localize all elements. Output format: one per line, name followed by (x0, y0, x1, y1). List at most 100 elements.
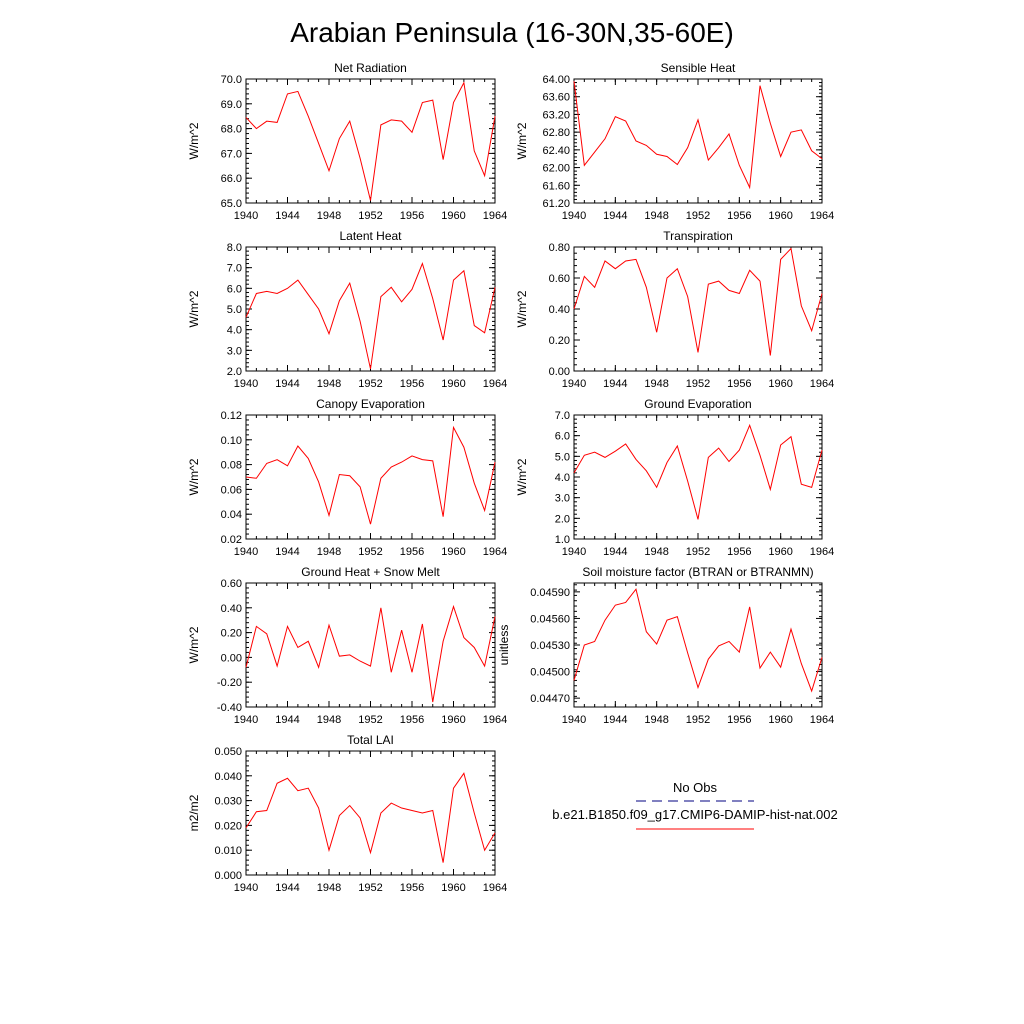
y-tick-label: 62.00 (542, 163, 570, 175)
y-tick-label: 0.04470 (530, 693, 570, 705)
chart-panel: 1940 1944 1948 1952 1956 1960 1964 0.02 0.04 0.06… (187, 397, 507, 558)
y-tick-label: 69.0 (221, 99, 242, 111)
x-tick-label: 1956 (400, 210, 424, 222)
y-axis-label: unitless (497, 625, 511, 666)
x-tick-label: 1964 (810, 546, 834, 558)
x-tick-label: 1948 (317, 882, 341, 894)
y-tick-label: -0.40 (217, 702, 242, 714)
chart-panel: 1940 1944 1948 1952 1956 1960 1964 -0.40 -0.20 0.… (187, 565, 507, 726)
y-tick-label: 5.0 (227, 304, 242, 316)
x-tick-label: 1940 (562, 546, 586, 558)
panel-title: Soil moisture factor (BTRAN or BTRANMN) (582, 565, 813, 579)
y-axis-label: W/m^2 (515, 122, 529, 159)
y-tick-label: 63.20 (542, 109, 570, 121)
x-tick-label: 1952 (686, 210, 710, 222)
legend-model-label: b.e21.B1850.f09_g17.CMIP6-DAMIP-hist-nat… (552, 807, 837, 822)
series-line (245, 604, 496, 703)
y-tick-label: 0.10 (221, 435, 242, 447)
y-tick-label: 0.60 (221, 578, 242, 590)
y-axis-label: W/m^2 (187, 626, 201, 663)
y-tick-label: 8.0 (227, 242, 242, 254)
x-tick-label: 1944 (603, 210, 627, 222)
y-tick-label: 61.20 (542, 198, 570, 210)
x-tick-label: 1944 (275, 882, 299, 894)
x-tick-label: 1944 (275, 210, 299, 222)
y-tick-label: 7.0 (227, 263, 242, 275)
panel-title: Net Radiation (334, 61, 407, 75)
y-axis-label: W/m^2 (187, 290, 201, 327)
panel-title: Total LAI (347, 733, 394, 747)
x-tick-label: 1964 (483, 714, 507, 726)
x-tick-label: 1956 (400, 378, 424, 390)
x-tick-label: 1952 (686, 378, 710, 390)
y-axis-label: W/m^2 (515, 458, 529, 495)
y-tick-label: 7.0 (555, 410, 570, 422)
y-tick-label: 64.00 (542, 74, 570, 86)
x-tick-label: 1940 (234, 546, 258, 558)
y-tick-label: 61.60 (542, 180, 570, 192)
y-tick-label: 0.010 (214, 845, 242, 857)
y-tick-label: 0.040 (214, 771, 242, 783)
y-axis-label: m2/m2 (187, 794, 201, 831)
x-tick-label: 1940 (562, 210, 586, 222)
y-tick-label: 0.050 (214, 746, 242, 758)
x-tick-label: 1960 (768, 546, 792, 558)
x-tick-label: 1964 (810, 714, 834, 726)
x-tick-label: 1964 (810, 210, 834, 222)
x-tick-label: 1944 (275, 378, 299, 390)
panel-title: Canopy Evaporation (316, 397, 425, 411)
x-tick-label: 1960 (768, 714, 792, 726)
panel-title: Ground Evaporation (644, 397, 751, 411)
x-tick-label: 1964 (483, 378, 507, 390)
panel-title: Ground Heat + Snow Melt (301, 565, 440, 579)
x-tick-label: 1956 (727, 714, 751, 726)
y-axis-label: W/m^2 (187, 458, 201, 495)
y-tick-label: 0.60 (549, 273, 570, 285)
x-tick-label: 1952 (686, 714, 710, 726)
y-tick-label: 0.04590 (530, 587, 570, 599)
x-tick-label: 1956 (727, 546, 751, 558)
y-tick-label: 0.00 (549, 366, 570, 378)
x-tick-label: 1940 (562, 714, 586, 726)
x-tick-label: 1948 (644, 714, 668, 726)
x-tick-label: 1956 (727, 210, 751, 222)
x-tick-label: 1948 (317, 378, 341, 390)
panel-title: Latent Heat (339, 229, 402, 243)
y-tick-label: 0.04530 (530, 640, 570, 652)
y-tick-label: 2.0 (555, 513, 570, 525)
legend: No Obs b.e21.B1850.f09_g17.CMIP6-DAMIP-h… (552, 780, 838, 830)
y-tick-label: 0.40 (221, 603, 242, 615)
y-tick-label: 62.80 (542, 127, 570, 139)
x-tick-label: 1944 (603, 546, 627, 558)
y-tick-label: 2.0 (227, 366, 242, 378)
y-tick-label: 70.0 (221, 74, 242, 86)
y-tick-label: 5.0 (555, 451, 570, 463)
series-line (573, 423, 823, 520)
x-tick-label: 1944 (603, 378, 627, 390)
series-line (573, 81, 823, 190)
x-tick-label: 1940 (234, 210, 258, 222)
y-tick-label: 65.0 (221, 198, 242, 210)
y-tick-label: 0.12 (221, 410, 242, 422)
y-tick-label: 1.0 (555, 534, 570, 546)
y-tick-label: 62.40 (542, 145, 570, 157)
y-tick-label: 0.06 (221, 484, 242, 496)
x-tick-label: 1948 (317, 546, 341, 558)
series-line (245, 425, 496, 525)
x-tick-label: 1964 (810, 378, 834, 390)
x-tick-label: 1960 (441, 210, 465, 222)
x-tick-label: 1948 (644, 378, 668, 390)
chart-panel: 1940 1944 1948 1952 1956 1960 1964 0.00 0.20 0.40… (515, 229, 834, 390)
legend-obs-label: No Obs (673, 780, 718, 795)
y-tick-label: 6.0 (227, 283, 242, 295)
y-axis-label: W/m^2 (515, 290, 529, 327)
y-tick-label: 68.0 (221, 124, 242, 136)
x-tick-label: 1956 (400, 714, 424, 726)
x-tick-label: 1952 (686, 546, 710, 558)
chart-panel: 1940 1944 1948 1952 1956 1960 1964 0.04470 0.045… (497, 565, 834, 726)
y-tick-label: 0.00 (221, 652, 242, 664)
chart-panel: 1940 1944 1948 1952 1956 1960 1964 61.20 61.60 62… (515, 61, 834, 222)
x-tick-label: 1952 (358, 546, 382, 558)
